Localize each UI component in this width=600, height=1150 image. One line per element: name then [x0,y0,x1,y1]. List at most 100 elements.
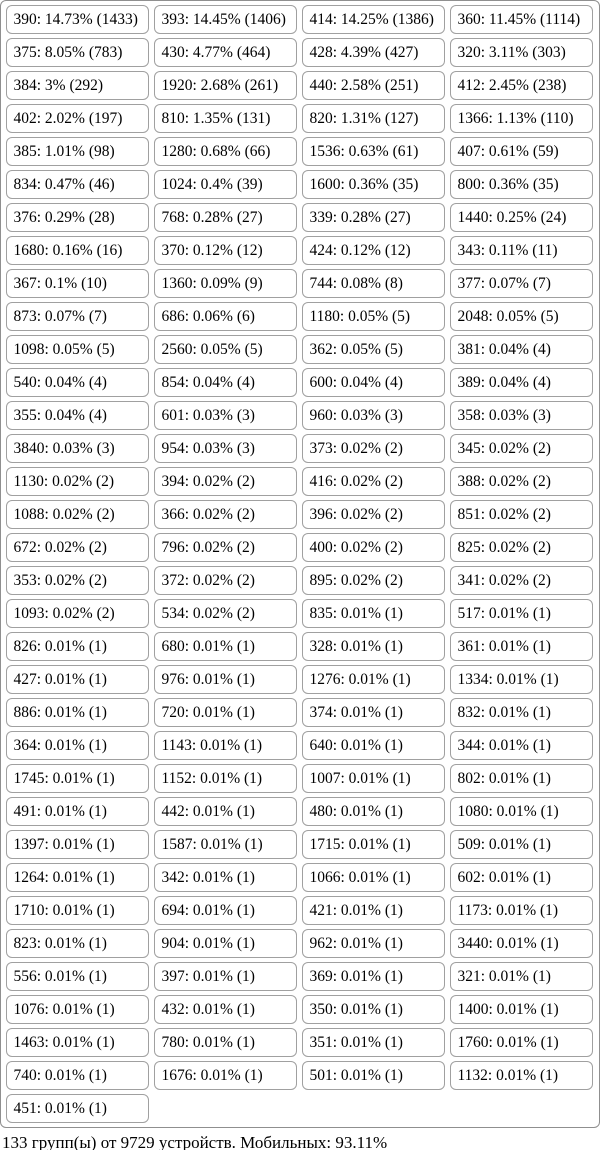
group-cell: 1066: 0.01% (1) [301,863,445,892]
group-cell: 1143: 0.01% (1) [153,731,297,760]
group-cell: 393: 14.45% (1406) [153,5,297,34]
group-cell: 834: 0.47% (46) [5,170,149,199]
group-cell: 720: 0.01% (1) [153,698,297,727]
group-cell: 1710: 0.01% (1) [5,896,149,925]
group-cell: 823: 0.01% (1) [5,929,149,958]
group-cell: 375: 8.05% (783) [5,38,149,67]
group-cell: 384: 3% (292) [5,71,149,100]
group-cell: 367: 0.1% (10) [5,269,149,298]
group-cell: 373: 0.02% (2) [301,434,445,463]
group-cell: 1024: 0.4% (39) [153,170,297,199]
group-cell: 424: 0.12% (12) [301,236,445,265]
group-cell: 740: 0.01% (1) [5,1061,149,1090]
group-cell: 835: 0.01% (1) [301,599,445,628]
group-cell: 501: 0.01% (1) [301,1061,445,1090]
group-cell: 364: 0.01% (1) [5,731,149,760]
group-cell: 344: 0.01% (1) [449,731,593,760]
group-cell: 600: 0.04% (4) [301,368,445,397]
group-cell: 430: 4.77% (464) [153,38,297,67]
group-cell: 3440: 0.01% (1) [449,929,593,958]
group-cell: 540: 0.04% (4) [5,368,149,397]
group-cell: 480: 0.01% (1) [301,797,445,826]
group-cell: 825: 0.02% (2) [449,533,593,562]
group-cell: 385: 1.01% (98) [5,137,149,166]
group-cell: 343: 0.11% (11) [449,236,593,265]
group-cell: 1007: 0.01% (1) [301,764,445,793]
group-cell: 895: 0.02% (2) [301,566,445,595]
group-cell: 960: 0.03% (3) [301,401,445,430]
group-cell: 694: 0.01% (1) [153,896,297,925]
group-cell: 2048: 0.05% (5) [449,302,593,331]
group-cell: 396: 0.02% (2) [301,500,445,529]
group-cell: 342: 0.01% (1) [153,863,297,892]
group-cell: 780: 0.01% (1) [153,1028,297,1057]
group-cell: 1180: 0.05% (5) [301,302,445,331]
group-cell: 1366: 1.13% (110) [449,104,593,133]
group-cell: 491: 0.01% (1) [5,797,149,826]
group-cell: 904: 0.01% (1) [153,929,297,958]
group-cell: 374: 0.01% (1) [301,698,445,727]
group-cell: 810: 1.35% (131) [153,104,297,133]
group-cell: 1152: 0.01% (1) [153,764,297,793]
group-cell: 440: 2.58% (251) [301,71,445,100]
group-cell: 376: 0.29% (28) [5,203,149,232]
group-cell: 1280: 0.68% (66) [153,137,297,166]
group-cell: 820: 1.31% (127) [301,104,445,133]
group-cell: 556: 0.01% (1) [5,962,149,991]
group-cell: 362: 0.05% (5) [301,335,445,364]
group-cell: 421: 0.01% (1) [301,896,445,925]
group-cell: 1334: 0.01% (1) [449,665,593,694]
group-cell: 1600: 0.36% (35) [301,170,445,199]
group-cell: 2560: 0.05% (5) [153,335,297,364]
group-cell: 800: 0.36% (35) [449,170,593,199]
group-cell: 361: 0.01% (1) [449,632,593,661]
group-cell: 962: 0.01% (1) [301,929,445,958]
group-cell: 3840: 0.03% (3) [5,434,149,463]
group-cell: 390: 14.73% (1433) [5,5,149,34]
group-cell: 321: 0.01% (1) [449,962,593,991]
group-cell: 976: 0.01% (1) [153,665,297,694]
group-cell: 744: 0.08% (8) [301,269,445,298]
group-cell: 1173: 0.01% (1) [449,896,593,925]
group-cell: 353: 0.02% (2) [5,566,149,595]
group-cell: 954: 0.03% (3) [153,434,297,463]
group-cell: 388: 0.02% (2) [449,467,593,496]
group-cell: 826: 0.01% (1) [5,632,149,661]
group-cell: 1745: 0.01% (1) [5,764,149,793]
group-cell: 832: 0.01% (1) [449,698,593,727]
group-cell: 509: 0.01% (1) [449,830,593,859]
group-cell: 1587: 0.01% (1) [153,830,297,859]
group-cell: 369: 0.01% (1) [301,962,445,991]
group-cell: 414: 14.25% (1386) [301,5,445,34]
group-cell: 442: 0.01% (1) [153,797,297,826]
group-cell: 802: 0.01% (1) [449,764,593,793]
group-cell: 432: 0.01% (1) [153,995,297,1024]
group-cell: 451: 0.01% (1) [5,1094,149,1123]
group-cell: 360: 11.45% (1114) [449,5,593,34]
group-cell: 400: 0.02% (2) [301,533,445,562]
group-cell: 873: 0.07% (7) [5,302,149,331]
group-cell: 1360: 0.09% (9) [153,269,297,298]
group-cell: 372: 0.02% (2) [153,566,297,595]
group-cell: 1264: 0.01% (1) [5,863,149,892]
group-cell: 854: 0.04% (4) [153,368,297,397]
group-cell: 389: 0.04% (4) [449,368,593,397]
group-cell: 1463: 0.01% (1) [5,1028,149,1057]
group-cell: 416: 0.02% (2) [301,467,445,496]
group-cell: 328: 0.01% (1) [301,632,445,661]
group-cell: 402: 2.02% (197) [5,104,149,133]
group-cell: 1400: 0.01% (1) [449,995,593,1024]
group-cell: 341: 0.02% (2) [449,566,593,595]
group-cell: 355: 0.04% (4) [5,401,149,430]
group-cell: 534: 0.02% (2) [153,599,297,628]
group-cell: 686: 0.06% (6) [153,302,297,331]
group-cell: 680: 0.01% (1) [153,632,297,661]
group-cell: 366: 0.02% (2) [153,500,297,529]
group-cell: 412: 2.45% (238) [449,71,593,100]
group-cell: 351: 0.01% (1) [301,1028,445,1057]
group-cell: 796: 0.02% (2) [153,533,297,562]
group-cell: 345: 0.02% (2) [449,434,593,463]
group-cell: 370: 0.12% (12) [153,236,297,265]
